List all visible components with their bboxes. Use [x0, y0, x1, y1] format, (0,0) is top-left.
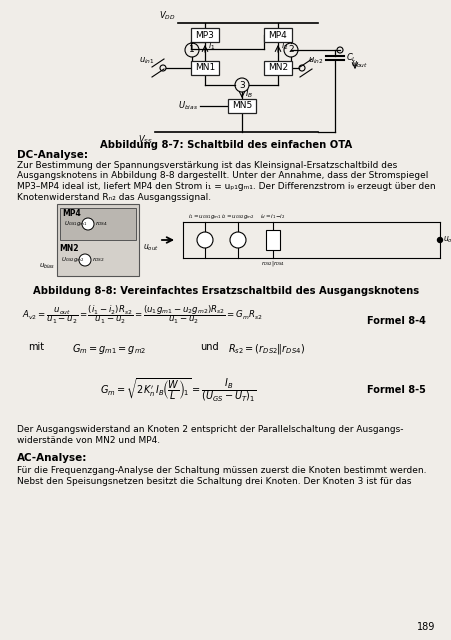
Circle shape [82, 218, 94, 230]
Text: Knotenwiderstand Rₙ₂ das Ausgangssignal.: Knotenwiderstand Rₙ₂ das Ausgangssignal. [17, 193, 211, 202]
Text: Formel 8-5: Formel 8-5 [366, 385, 425, 395]
Text: Ausgangsknotens in Abbildung 8-8 dargestellt. Unter der Annahme, dass der Stroms: Ausgangsknotens in Abbildung 8-8 dargest… [17, 172, 428, 180]
Text: Nebst den Speisungsnetzen besitzt die Schaltung drei Knoten. Der Knoten 3 ist fü: Nebst den Speisungsnetzen besitzt die Sc… [17, 477, 410, 486]
Text: 2: 2 [288, 45, 293, 54]
Text: $u_{out}$: $u_{out}$ [143, 243, 158, 253]
Text: $G_m = g_{m1} = g_{m2}$: $G_m = g_{m1} = g_{m2}$ [72, 342, 146, 356]
Text: 189: 189 [416, 622, 434, 632]
Text: $u_{bias}$: $u_{bias}$ [39, 261, 55, 271]
Text: Formel 8-4: Formel 8-4 [366, 316, 425, 326]
Text: Der Ausgangswiderstand an Knoten 2 entspricht der Parallelschaltung der Ausgangs: Der Ausgangswiderstand an Knoten 2 entsp… [17, 425, 403, 434]
Text: $R_{s2} = (r_{DS2} \| r_{DS4})$: $R_{s2} = (r_{DS2} \| r_{DS4})$ [227, 342, 304, 356]
Bar [227, 99, 255, 113]
Text: MN2: MN2 [59, 244, 78, 253]
Text: $i_2$: $i_2$ [281, 40, 288, 52]
Bar [191, 28, 219, 42]
Text: widerstände von MN2 und MP4.: widerstände von MN2 und MP4. [17, 436, 160, 445]
Text: 1: 1 [189, 45, 194, 54]
Text: $i_2{=}u_{GS2}g_{m2}$: $i_2{=}u_{GS2}g_{m2}$ [221, 212, 254, 221]
Text: $i_1{=}u_{GS1}g_{m1}$: $i_1{=}u_{GS1}g_{m1}$ [188, 212, 221, 221]
Text: und: und [199, 342, 218, 352]
Text: $r_{DS2}|r_{DS4}$: $r_{DS2}|r_{DS4}$ [260, 259, 285, 268]
Text: Abbildung 8-7: Schaltbild des einfachen OTA: Abbildung 8-7: Schaltbild des einfachen … [100, 140, 351, 150]
Text: $C_L$: $C_L$ [345, 52, 356, 64]
Text: $A_{v2} = \dfrac{u_{out}}{u_1-u_2} = \dfrac{(i_1-i_2)R_{s2}}{u_1-u_2} = \dfrac{(: $A_{v2} = \dfrac{u_{out}}{u_1-u_2} = \df… [22, 304, 262, 326]
Text: $U_{GS2}g_{m2}$: $U_{GS2}g_{m2}$ [61, 255, 84, 264]
Circle shape [79, 254, 91, 266]
Text: $u_{in1}$: $u_{in1}$ [139, 56, 155, 66]
Text: $G_m = \sqrt{2K^\prime_n\, I_B\!\left(\dfrac{W}{L}\right)_{\!1}} = \dfrac{I_B}{(: $G_m = \sqrt{2K^\prime_n\, I_B\!\left(\d… [100, 377, 256, 404]
Bar [57, 204, 139, 276]
Text: MP3: MP3 [195, 31, 214, 40]
Text: $I_B$: $I_B$ [244, 88, 253, 100]
Bar [265, 230, 279, 250]
Text: $V_{SS}$: $V_{SS}$ [138, 133, 152, 145]
Text: 3: 3 [239, 81, 244, 90]
Text: $i_1$: $i_1$ [207, 40, 215, 52]
Text: $r_{DS2}$: $r_{DS2}$ [92, 255, 105, 264]
Text: MN5: MN5 [231, 102, 252, 111]
Circle shape [230, 232, 245, 248]
Text: MP4: MP4 [62, 209, 81, 218]
Text: $u_{out}$: $u_{out}$ [350, 60, 367, 70]
Text: Abbildung 8-8: Vereinfachtes Ersatzschaltbild des Ausgangsknotens: Abbildung 8-8: Vereinfachtes Ersatzschal… [33, 286, 418, 296]
Bar [60, 208, 136, 240]
Text: MN2: MN2 [267, 63, 287, 72]
Text: Für die Frequenzgang-Analyse der Schaltung müssen zuerst die Knoten bestimmt wer: Für die Frequenzgang-Analyse der Schaltu… [17, 466, 426, 475]
Text: MP3–MP4 ideal ist, liefert MP4 den Strom i₁ = uₚ₁gₘ₁. Der Differenzstrom i₉ erze: MP3–MP4 ideal ist, liefert MP4 den Strom… [17, 182, 435, 191]
Text: MP4: MP4 [268, 31, 287, 40]
Text: $u_{out}$: $u_{out}$ [442, 235, 451, 245]
Bar [263, 28, 291, 42]
Text: $U_{GS1}g_{m1}$: $U_{GS1}g_{m1}$ [64, 220, 87, 228]
Circle shape [197, 232, 212, 248]
Text: DC-Analyse:: DC-Analyse: [17, 150, 88, 160]
Text: AC-Analyse:: AC-Analyse: [17, 453, 87, 463]
Bar [191, 61, 219, 75]
Text: MN1: MN1 [194, 63, 215, 72]
Text: $u_{in2}$: $u_{in2}$ [307, 56, 323, 66]
Text: $V_{DD}$: $V_{DD}$ [158, 10, 175, 22]
Text: Zur Bestimmung der Spannungsverstärkung ist das Kleinsignal-Ersatzschaltbild des: Zur Bestimmung der Spannungsverstärkung … [17, 161, 396, 170]
Circle shape [437, 237, 442, 243]
Text: $r_{DS4}$: $r_{DS4}$ [95, 220, 108, 228]
Text: mit: mit [28, 342, 44, 352]
Text: $U_{bias}$: $U_{bias}$ [178, 100, 198, 112]
Text: $i_d{=}i_1{-}i_2$: $i_d{=}i_1{-}i_2$ [260, 212, 285, 221]
Bar [263, 61, 291, 75]
